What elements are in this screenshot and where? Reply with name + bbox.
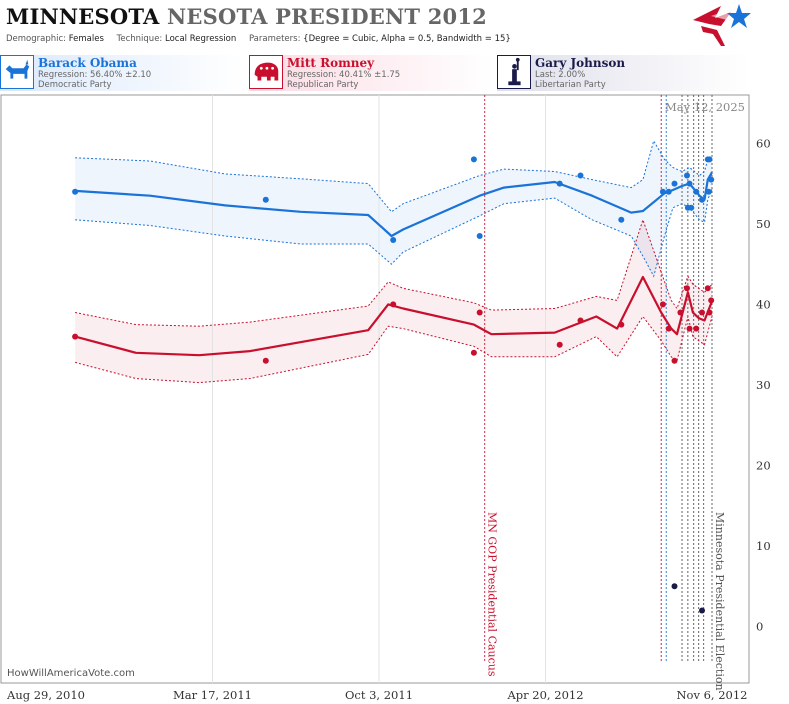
demographic-label: Demographic: (6, 34, 67, 44)
lower-bound-line (75, 189, 713, 278)
poll-point (705, 188, 712, 195)
y-tick-label: 10 (756, 539, 771, 553)
poll-point (699, 607, 705, 614)
poll-point (390, 237, 397, 243)
candidate-stat: Regression: 40.41% ±1.75 (287, 70, 401, 80)
poll-point (704, 285, 711, 292)
poll-point (688, 204, 695, 211)
poll-point (618, 216, 625, 223)
parameters-value: {Degree = Cubic, Alpha = 0.5, Bandwidth … (303, 34, 511, 44)
poll-point (699, 196, 705, 203)
x-tick-label: Aug 29, 2010 (6, 688, 85, 702)
trend-line (74, 275, 714, 357)
x-tick-label: Nov 6, 2012 (676, 688, 747, 702)
poll-point (262, 196, 269, 203)
title-state: MINNESOTA (6, 4, 160, 29)
poll-point (677, 309, 684, 316)
poll-point (706, 309, 713, 316)
poll-point (577, 172, 584, 179)
poll-point (665, 188, 672, 195)
poll-point (684, 172, 690, 179)
lower-bound-line (74, 315, 713, 384)
poll-point (618, 321, 625, 328)
candidate-stat: Regression: 56.40% ±2.10 (38, 70, 152, 80)
poll-point (686, 325, 693, 332)
poll-point (577, 317, 584, 324)
technique-value: Local Regression (165, 34, 237, 44)
x-tick-label: Apr 20, 2012 (506, 688, 583, 702)
poll-point (72, 333, 79, 340)
poll-point (671, 583, 678, 590)
elephant-icon (249, 55, 283, 89)
candidate-party: Libertarian Party (535, 80, 606, 90)
poll-point (470, 349, 477, 356)
poll-point (693, 325, 700, 332)
y-tick-label: 60 (756, 136, 771, 150)
poll-point (262, 357, 269, 364)
poll-point (708, 297, 715, 304)
poll-point (686, 180, 693, 187)
poll-point (72, 188, 79, 195)
poll-point (476, 233, 483, 239)
candidate-stat: Last: 2.00% (535, 70, 586, 80)
demographic-value: Females (68, 34, 104, 44)
poll-point (390, 301, 397, 308)
candidate-name: Gary Johnson (535, 56, 626, 70)
poll-point (476, 309, 483, 316)
parameter-line: Demographic: Females Technique: Local Re… (6, 34, 521, 44)
candidate-obama: Barack Obama Regression: 56.40% ±2.10 De… (0, 55, 244, 91)
poll-point (671, 180, 678, 187)
parameters-label: Parameters: (248, 34, 301, 44)
y-tick-label: 40 (756, 297, 771, 311)
candidate-romney: Mitt Romney Regression: 40.41% ±1.75 Rep… (249, 55, 493, 91)
site-logo-icon (693, 4, 751, 46)
poll-point (659, 301, 666, 308)
y-tick-label: 0 (756, 620, 763, 634)
liberty-icon (497, 55, 531, 89)
candidate-name: Mitt Romney (287, 56, 375, 70)
annotation-label: Minnesota Presidential Election (713, 512, 726, 691)
poll-point (708, 176, 715, 183)
donkey-icon (0, 55, 34, 89)
y-tick-label: 20 (756, 459, 771, 473)
candidate-party: Republican Party (287, 80, 359, 90)
poll-point (659, 188, 666, 195)
x-tick-label: Oct 3, 2011 (345, 688, 413, 702)
candidate-party: Democratic Party (38, 80, 112, 90)
poll-point (699, 309, 705, 316)
candidate-name: Barack Obama (38, 56, 137, 70)
title-rest: NESOTA PRESIDENT 2012 (167, 4, 487, 29)
technique-label: Technique: (116, 34, 163, 44)
poll-point (665, 325, 672, 332)
header: MINNESOTA NESOTA PRESIDENT 2012 Demograp… (0, 0, 789, 52)
upper-bound-line (75, 139, 713, 213)
annotation-label: MN GOP Presidential Caucus (486, 512, 499, 677)
poll-point (693, 188, 700, 195)
poll-point (706, 156, 713, 163)
date-stamp: May 12, 2025 (665, 100, 745, 114)
candidate-johnson: Gary Johnson Last: 2.00% Libertarian Par… (497, 55, 749, 91)
plot-frame (0, 94, 750, 684)
poll-point (470, 156, 477, 163)
poll-point (671, 357, 678, 364)
upper-bound-line (75, 218, 713, 327)
y-tick-label: 50 (756, 217, 771, 231)
poll-point (556, 180, 563, 187)
page-title: MINNESOTA NESOTA PRESIDENT 2012 (6, 4, 487, 29)
y-tick-label: 30 (756, 378, 771, 392)
watermark: HowWillAmericaVote.com (7, 668, 135, 679)
poll-point (684, 285, 690, 292)
poll-point (556, 341, 563, 348)
x-tick-label: Mar 17, 2011 (173, 688, 252, 702)
confidence-band (75, 219, 713, 383)
